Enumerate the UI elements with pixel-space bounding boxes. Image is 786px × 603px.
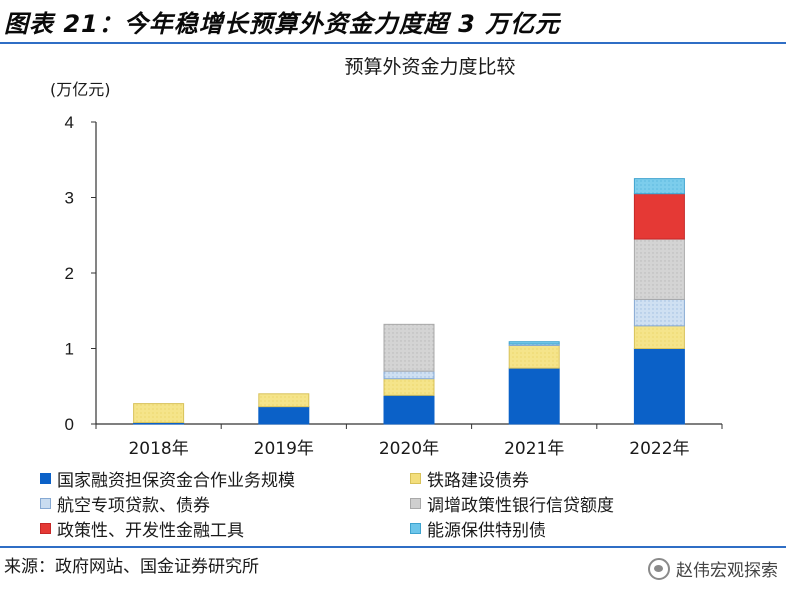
- y-tick-label: 1: [65, 340, 74, 359]
- legend-item: 铁路建设债券: [410, 466, 529, 491]
- y-tick-label: 0: [65, 415, 74, 434]
- legend-swatch: [410, 473, 421, 484]
- wechat-icon: [648, 557, 670, 580]
- bar-segment: [633, 298, 685, 327]
- y-tick-label: 3: [65, 189, 74, 208]
- chart-title: 预算外资金力度比较: [344, 56, 516, 78]
- bar-segment: [633, 238, 685, 300]
- legend-swatch: [40, 473, 51, 484]
- legend-swatch: [410, 498, 421, 509]
- bottom-rule: [0, 546, 786, 548]
- legend-item: 调增政策性银行信贷额度: [410, 491, 614, 516]
- bar-segment: [258, 406, 310, 425]
- legend-swatch: [40, 498, 51, 509]
- bar-segment: [133, 403, 185, 423]
- top-rule: [0, 42, 786, 44]
- bar-segment: [508, 367, 560, 425]
- legend-item: 国家融资担保资金合作业务规模: [40, 466, 295, 491]
- bar-segment: [633, 325, 685, 350]
- x-tick-label: 2021年: [504, 439, 564, 459]
- figure-title: 图表 21：今年稳增长预算外资金力度超 3 万亿元: [4, 10, 561, 38]
- legend-item: 政策性、开发性金融工具: [40, 516, 244, 541]
- legend-label: 政策性、开发性金融工具: [57, 521, 244, 541]
- source-note: 来源：政府网站、国金证券研究所: [4, 557, 259, 577]
- watermark-text: 赵伟宏观探索: [676, 561, 778, 581]
- bar-segment: [508, 341, 560, 345]
- y-axis-unit: (万亿元): [50, 80, 111, 99]
- x-tick-label: 2019年: [254, 439, 314, 459]
- bar-segment: [383, 394, 435, 425]
- legend-label: 铁路建设债券: [427, 471, 529, 491]
- legend-item: 航空专项贷款、债券: [40, 491, 210, 516]
- legend-swatch: [410, 523, 421, 534]
- x-tick-label: 2020年: [379, 439, 439, 459]
- bar-segment: [633, 348, 685, 425]
- y-tick-label: 2: [65, 264, 74, 283]
- legend-label: 国家融资担保资金合作业务规模: [57, 471, 295, 491]
- x-tick-label: 2018年: [128, 439, 188, 459]
- bar-segment: [383, 370, 435, 380]
- y-tick-label: 4: [65, 113, 74, 132]
- legend-label: 航空专项贷款、债券: [57, 496, 210, 516]
- watermark: 赵伟宏观探索: [648, 556, 778, 581]
- bar-segment: [633, 193, 685, 240]
- bar-segment: [633, 178, 685, 195]
- legend-item: 能源保供特别债: [410, 516, 546, 541]
- legend-swatch: [40, 523, 51, 534]
- bar-segment: [383, 378, 435, 396]
- legend-label: 能源保供特别债: [427, 521, 546, 541]
- bar-segment: [258, 393, 310, 408]
- x-tick-label: 2022年: [629, 439, 689, 459]
- bar-segment: [508, 344, 560, 369]
- bar-segment: [383, 323, 435, 372]
- legend-label: 调增政策性银行信贷额度: [427, 496, 614, 516]
